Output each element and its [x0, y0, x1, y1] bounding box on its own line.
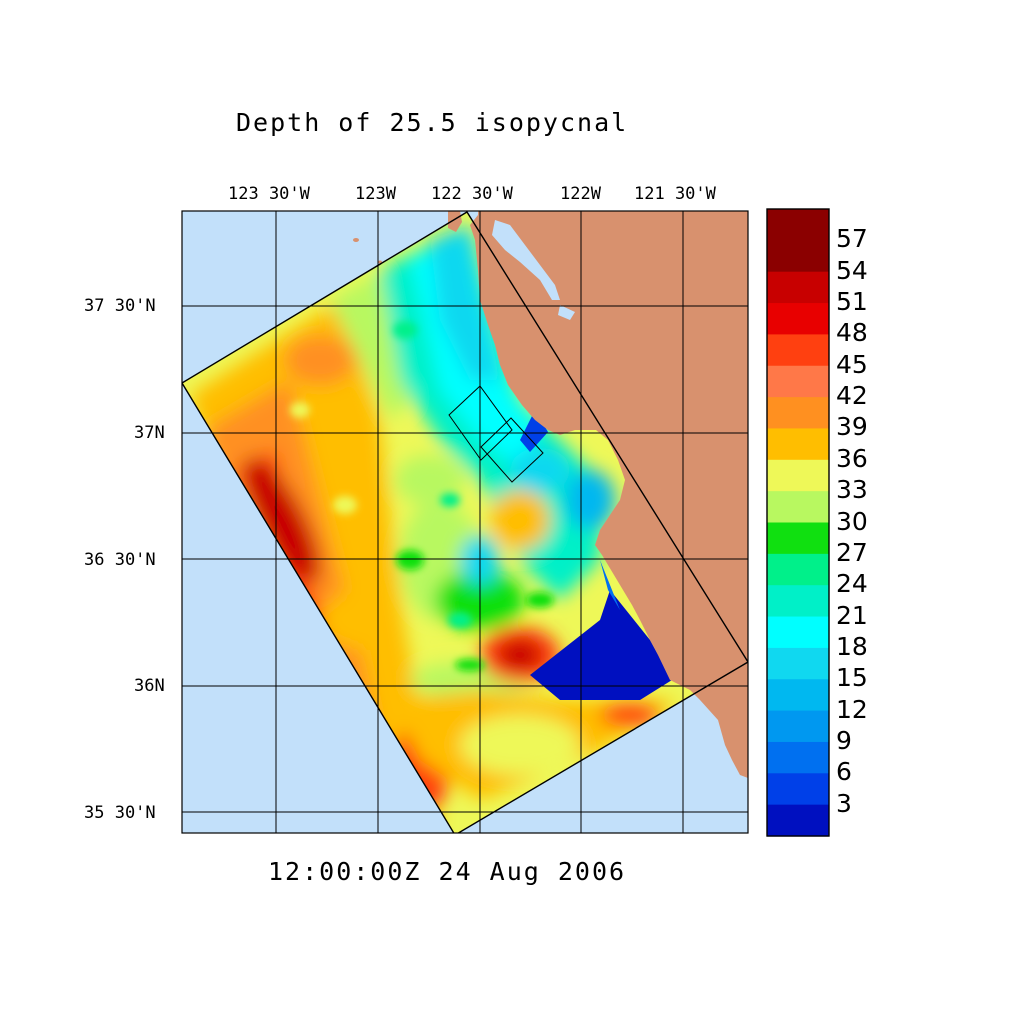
colorbar-label: 21	[836, 600, 868, 630]
colorbar-label: 39	[836, 412, 868, 442]
colorbar	[767, 209, 829, 837]
colorbar-swatch	[767, 397, 829, 430]
colorbar-swatch	[767, 679, 829, 712]
colorbar-swatch	[767, 647, 829, 680]
lat-label: 37 30'N	[84, 296, 156, 316]
colorbar-label: 3	[836, 788, 852, 818]
colorbar-swatch	[767, 522, 829, 555]
lat-label: 36N	[134, 676, 165, 696]
map-grid	[182, 211, 748, 833]
colorbar-swatch	[767, 710, 829, 743]
colorbar-swatch	[767, 303, 829, 335]
colorbar-swatch	[767, 334, 829, 367]
colorbar-label: 12	[836, 694, 868, 724]
island	[378, 260, 382, 264]
colorbar-label: 54	[836, 255, 868, 285]
lat-label: 36 30'N	[84, 550, 156, 570]
colorbar-label: 45	[836, 349, 868, 379]
colorbar-label: 57	[836, 224, 868, 254]
colorbar-label: 6	[836, 757, 852, 787]
colorbar-swatch	[767, 804, 829, 837]
colorbar-label: 48	[836, 318, 868, 348]
colorbar-swatch	[767, 459, 829, 492]
colorbar-label: 33	[836, 475, 868, 505]
bay-water	[558, 305, 575, 320]
colorbar-label: 51	[836, 287, 868, 317]
lat-label: 37N	[134, 423, 165, 443]
model-domain-outline	[182, 211, 748, 833]
colorbar-swatch	[767, 271, 829, 304]
colorbar-swatch	[767, 428, 829, 461]
bay-water	[492, 220, 560, 300]
lon-label: 121 30'W	[634, 184, 716, 204]
map-frame	[181, 210, 749, 834]
land-mass	[448, 211, 748, 778]
colorbar-swatch	[767, 209, 829, 241]
colorbar-swatch	[767, 553, 829, 586]
lon-label: 122W	[560, 184, 601, 204]
colorbar-swatch	[767, 240, 829, 273]
colorbar-label: 24	[836, 569, 868, 599]
subdomain-box	[448, 385, 513, 461]
colorbar-label: 30	[836, 506, 868, 536]
subdomain-box	[480, 417, 544, 483]
colorbar-label: 15	[836, 663, 868, 693]
lat-label: 35 30'N	[84, 803, 156, 823]
lon-label: 123W	[355, 184, 396, 204]
lon-label: 122 30'W	[431, 184, 513, 204]
colorbar-label: 9	[836, 725, 852, 755]
colorbar-swatch	[767, 616, 829, 649]
colorbar-label: 18	[836, 631, 868, 661]
colorbar-swatch	[767, 741, 829, 774]
colorbar-swatch	[767, 585, 829, 618]
island	[353, 238, 359, 242]
colorbar-label: 27	[836, 537, 868, 567]
colorbar-swatch	[767, 365, 829, 398]
timestamp: 12:00:00Z 24 Aug 2006	[268, 857, 627, 886]
lon-label: 123 30'W	[228, 184, 310, 204]
colorbar-swatch	[767, 491, 829, 524]
map-title: Depth of 25.5 isopycnal	[236, 108, 629, 137]
colorbar-swatch	[767, 773, 829, 806]
colorbar-label: 42	[836, 381, 868, 411]
colorbar-label: 36	[836, 443, 868, 473]
colorbar-frame	[766, 208, 830, 837]
